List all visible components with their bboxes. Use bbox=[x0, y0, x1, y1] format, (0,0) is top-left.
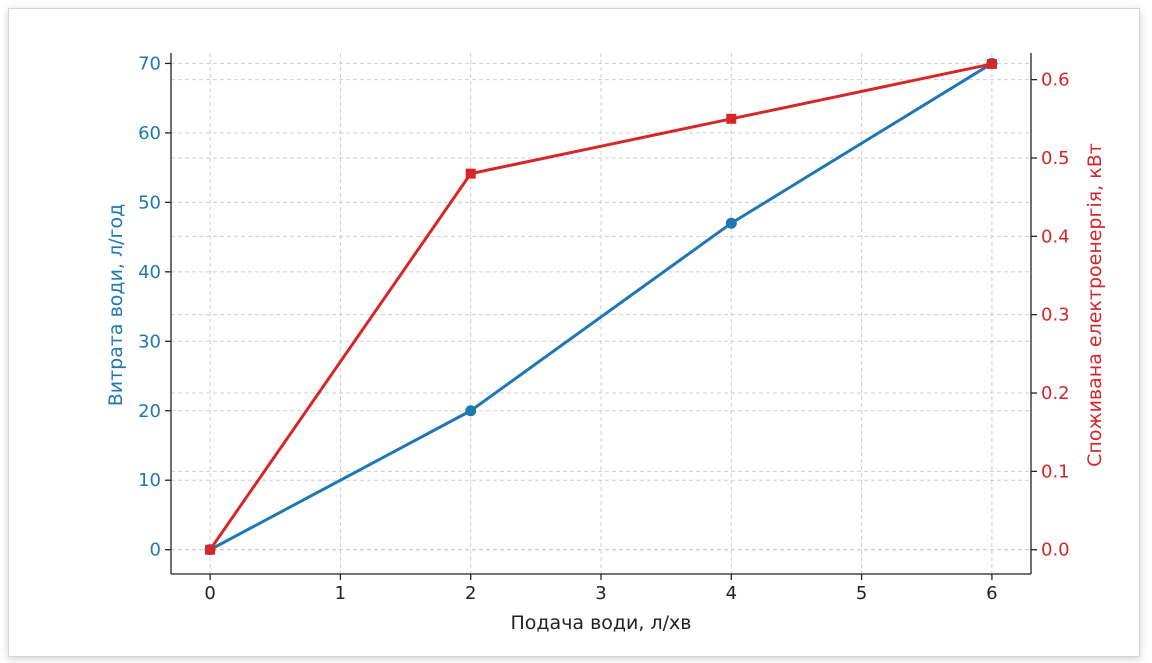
series-layer bbox=[204, 57, 998, 556]
x-tick-label: 5 bbox=[856, 583, 867, 604]
y-left-tick-label: 50 bbox=[138, 192, 161, 213]
x-tick-label: 1 bbox=[335, 583, 346, 604]
x-axis-label: Подача води, л/хв bbox=[511, 612, 692, 634]
y-right-tick-label: 0.4 bbox=[1041, 226, 1070, 247]
y-left-axis-label: Витрата води, л/год bbox=[105, 204, 127, 407]
y-left-tick-label: 10 bbox=[138, 470, 161, 491]
x-tick-label: 4 bbox=[726, 583, 737, 604]
axes: 0 1 2 3 4 5 60102030405060700.00.10.20.30.40.5… bbox=[138, 53, 1070, 604]
y-left-tick-label: 0 bbox=[150, 540, 161, 561]
y-left-tick-label: 60 bbox=[138, 123, 161, 144]
x-tick-label: 2 bbox=[465, 583, 476, 604]
x-tick-label: 6 bbox=[986, 583, 997, 604]
right-series-point bbox=[465, 168, 476, 179]
right-series-point bbox=[726, 113, 737, 124]
y-left-tick-label: 30 bbox=[138, 331, 161, 352]
right-series-point bbox=[205, 544, 216, 555]
x-tick-label: 0 bbox=[204, 583, 215, 604]
left-series-line bbox=[209, 62, 993, 552]
y-left-tick-label: 40 bbox=[138, 262, 161, 283]
left-series-point bbox=[725, 217, 737, 229]
y-right-axis-label: Споживана електроенергія, кВт bbox=[1084, 143, 1106, 467]
y-right-tick-label: 0.2 bbox=[1041, 383, 1070, 404]
x-tick-label: 3 bbox=[595, 583, 606, 604]
grid bbox=[171, 53, 1031, 574]
y-left-tick-label: 20 bbox=[138, 401, 161, 422]
right-series-line bbox=[208, 62, 993, 551]
chart-frame bbox=[8, 8, 1140, 657]
left-series-point bbox=[465, 405, 477, 417]
y-left-tick-label: 70 bbox=[138, 53, 161, 74]
y-right-tick-label: 0.6 bbox=[1041, 70, 1070, 91]
y-right-tick-label: 0.5 bbox=[1041, 148, 1070, 169]
y-right-tick-label: 0.3 bbox=[1041, 305, 1070, 326]
y-right-tick-label: 0.0 bbox=[1041, 540, 1070, 561]
y-right-tick-label: 0.1 bbox=[1041, 461, 1070, 482]
right-series-point bbox=[986, 58, 997, 69]
